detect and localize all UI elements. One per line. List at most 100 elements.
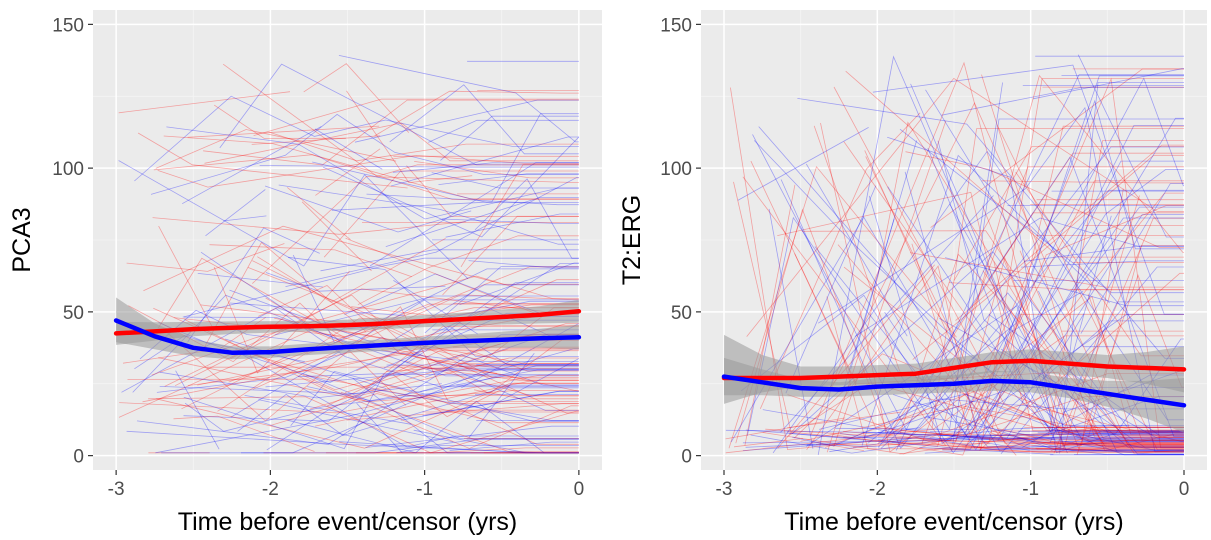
trajectory-line xyxy=(158,225,214,330)
smooth-line-red xyxy=(113,309,582,336)
trajectory-line xyxy=(1077,54,1184,238)
trajectory-line xyxy=(213,266,350,374)
trajectory-line xyxy=(1020,260,1184,268)
trajectory-line xyxy=(780,179,1184,449)
trajectory-line xyxy=(303,63,410,133)
trajectory-line xyxy=(905,151,1184,248)
trajectory-line xyxy=(765,428,1184,445)
trajectory-line xyxy=(390,136,579,187)
trajectory-line xyxy=(740,82,1003,431)
trajectory-line xyxy=(963,169,1184,436)
trajectory-line xyxy=(366,193,579,206)
y-tick-label: 0 xyxy=(73,447,84,468)
trajectory-line xyxy=(266,388,579,451)
trajectory-line xyxy=(352,377,579,454)
trajectory-line xyxy=(1033,68,1184,100)
trajectory-line xyxy=(745,290,1084,439)
trajectory-line xyxy=(742,437,912,451)
trajectory-line xyxy=(253,98,579,136)
y-tick-label: 50 xyxy=(671,303,692,324)
trajectory-line xyxy=(893,77,1184,441)
trajectory-line xyxy=(297,354,579,386)
trajectory-line xyxy=(730,87,1184,451)
trajectory-line xyxy=(1080,183,1184,334)
trajectory-line xyxy=(953,146,1184,281)
trajectory-line xyxy=(919,447,1054,455)
trajectory-line xyxy=(830,102,1184,445)
trajectory-line xyxy=(320,249,579,272)
trajectory-line xyxy=(854,217,1184,337)
trajectory-line xyxy=(805,163,908,337)
trajectory-line xyxy=(862,389,1009,439)
trajectory-line xyxy=(428,119,579,143)
trajectory-line xyxy=(252,176,579,284)
x-axis-title: Time before event/censor (yrs) xyxy=(178,508,517,536)
y-tick-label: 100 xyxy=(660,159,692,180)
trajectory-line xyxy=(287,400,579,454)
trajectory-line xyxy=(237,387,579,436)
trajectory-line xyxy=(786,74,1184,447)
trajectory-line xyxy=(468,353,535,438)
trajectory-line xyxy=(309,348,579,410)
trajectory-line xyxy=(442,215,579,296)
trajectory-line xyxy=(733,438,804,448)
x-axis-title: Time before event/censor (yrs) xyxy=(784,508,1123,536)
trajectory-line xyxy=(389,84,579,155)
trajectory-line xyxy=(228,303,579,383)
x-tick-label: 0 xyxy=(574,479,585,500)
x-tick-label: -1 xyxy=(1022,479,1039,500)
trajectory-line xyxy=(744,184,796,446)
trajectory-line xyxy=(993,261,1184,432)
trajectory-line xyxy=(843,266,1184,441)
trajectory-line xyxy=(204,122,579,164)
y-tick-label: 150 xyxy=(660,15,692,36)
trajectory-line xyxy=(815,443,990,445)
trajectory-line xyxy=(206,366,579,381)
trajectory-line xyxy=(278,184,579,245)
trajectory-line xyxy=(374,90,579,137)
trajectory-line xyxy=(904,171,1184,432)
trajectory-line xyxy=(1000,432,1184,437)
trajectory-line xyxy=(156,383,579,449)
trajectory-line xyxy=(843,436,1054,441)
trajectory-line xyxy=(899,253,1184,436)
trajectory-line xyxy=(331,113,579,211)
trajectory-line xyxy=(737,127,869,201)
panel-pca3: 0 50 100 150 -3 -2 -1 0 Time before event/censor… xyxy=(8,10,602,536)
trajectory-line xyxy=(981,180,1184,184)
trajectory-line xyxy=(265,369,579,388)
trajectory-line xyxy=(197,273,323,288)
trajectory-line xyxy=(241,368,579,454)
trajectory-line xyxy=(891,434,1184,452)
trajectory-line xyxy=(788,382,1184,437)
trajectory-line xyxy=(887,186,1112,434)
trajectory-line xyxy=(213,104,346,139)
trajectory-line xyxy=(183,374,579,450)
trajectory-line xyxy=(365,425,579,448)
trajectory-line xyxy=(288,256,579,357)
trajectory-line xyxy=(244,395,412,425)
trajectory-line xyxy=(787,394,1184,452)
trajectory-line xyxy=(892,394,1184,451)
trajectory-line xyxy=(930,431,977,433)
trajectory-line xyxy=(356,402,579,454)
trajectory-line xyxy=(985,160,1184,424)
trajectory-line xyxy=(753,140,1184,451)
trajectory-line xyxy=(787,411,901,429)
trajectory-line xyxy=(989,432,1184,450)
trajectory-line xyxy=(148,396,579,454)
trajectory-line xyxy=(118,160,469,280)
trajectory-line xyxy=(835,99,1184,431)
trajectory-line xyxy=(942,448,1184,455)
trajectory-line xyxy=(126,430,579,454)
individual-trajectories xyxy=(118,55,579,454)
trajectory-line xyxy=(338,55,579,143)
trajectory-line xyxy=(818,442,865,451)
trajectory-line xyxy=(943,391,1184,448)
trajectory-line xyxy=(326,447,579,454)
trajectory-line xyxy=(1048,437,1184,448)
trajectory-line xyxy=(746,206,1184,454)
y-axis-title: T2:ERG xyxy=(618,195,646,285)
trajectory-line xyxy=(819,393,1184,456)
x-tick-label: -3 xyxy=(716,479,733,500)
